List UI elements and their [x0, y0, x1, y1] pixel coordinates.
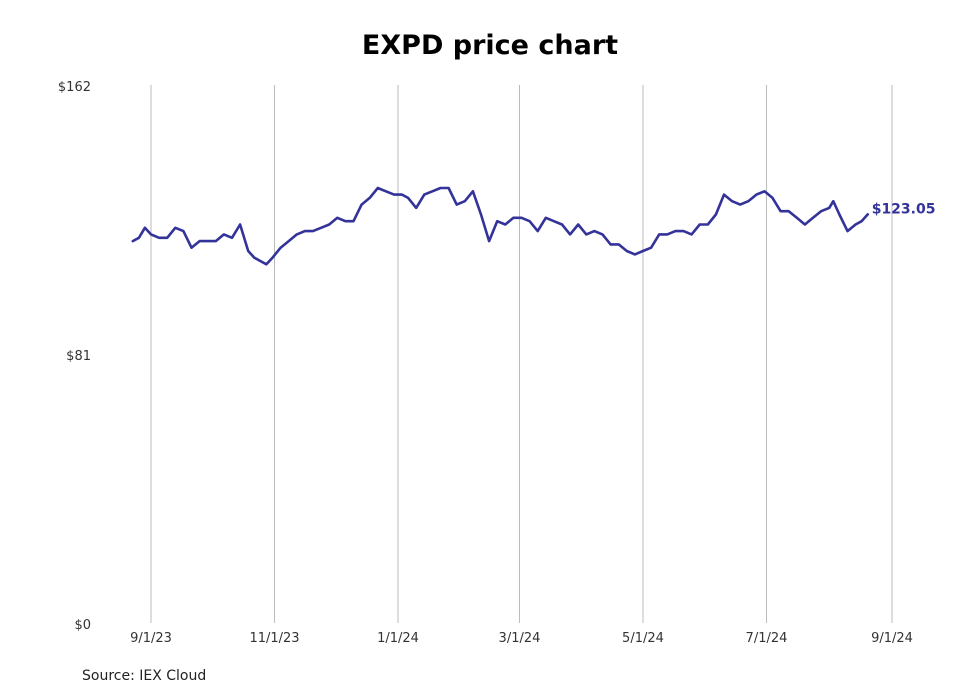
x-axis-ticks: 9/1/23 11/1/23 1/1/24 3/1/24 5/1/24 7/1/24 9/1… — [130, 631, 913, 646]
x-tick-label: 9/1/24 — [871, 631, 913, 646]
y-tick-label: $81 — [66, 349, 91, 364]
source-note: Source: IEX Cloud — [82, 668, 207, 684]
x-tick-label: 9/1/23 — [130, 631, 172, 646]
x-tick-label: 5/1/24 — [622, 631, 664, 646]
x-tick-label: 1/1/24 — [377, 631, 419, 646]
y-tick-label: $0 — [74, 618, 91, 633]
series-layer: $123.05 — [131, 186, 936, 266]
last-price-label: $123.05 — [872, 201, 936, 217]
y-axis-ticks: $0 $81 $162 — [58, 80, 91, 633]
gridlines — [150, 85, 893, 623]
x-tick-label: 3/1/24 — [499, 631, 541, 646]
chart-title: EXPD price chart — [361, 30, 619, 61]
x-tick-label: 7/1/24 — [746, 631, 788, 646]
price-series-line — [131, 186, 870, 266]
x-tick-label: 11/1/23 — [249, 631, 299, 646]
y-tick-label: $162 — [58, 80, 91, 95]
